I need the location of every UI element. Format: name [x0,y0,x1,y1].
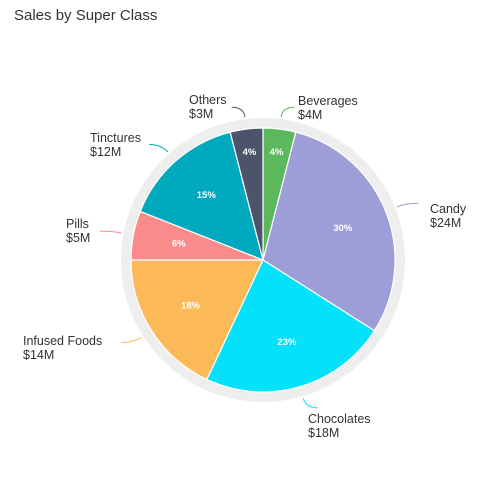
slice-label-pills: Pills [66,217,89,231]
pie-slice-chocolates[interactable] [205,259,376,393]
slice-percent-beverages: 4% [270,147,284,158]
leader-line-tinctures [149,143,169,153]
slice-label-beverages: Beverages [298,94,358,108]
pie-slice-others[interactable] [229,127,264,261]
slice-value-tinctures: $12M [90,145,121,159]
leader-line-beverages [280,106,295,118]
slice-percent-pills: 6% [172,238,186,249]
pie-slice-tinctures[interactable] [139,131,264,261]
leader-line-others [231,106,246,118]
slice-value-beverages: $4M [298,108,322,122]
slice-value-pills: $5M [66,231,90,245]
pie-slice-infused-foods[interactable] [130,259,264,381]
chart-title: Sales by Super Class [14,7,158,24]
pie-slice-candy[interactable] [262,131,396,332]
slice-value-candy: $24M [430,216,461,230]
slice-value-others: $3M [189,107,213,121]
slice-label-tinctures: Tinctures [90,131,141,145]
slice-label-chocolates: Chocolates [308,412,371,426]
leader-line-chocolates [302,398,318,409]
slice-percent-tinctures: 15% [197,190,217,201]
slice-label-others: Others [189,93,227,107]
slice-value-chocolates: $18M [308,426,339,440]
leader-line-pills [99,230,122,234]
leader-line-candy [396,202,419,208]
slice-value-infused-foods: $14M [23,348,54,362]
slice-percent-candy: 30% [333,223,353,234]
slice-percent-infused-foods: 18% [181,300,201,311]
leader-line-infused-foods [120,336,142,344]
slice-label-infused-foods: Infused Foods [23,334,102,348]
slice-label-candy: Candy [430,202,467,216]
slice-percent-chocolates: 23% [277,337,297,348]
slice-percent-others: 4% [243,147,257,158]
